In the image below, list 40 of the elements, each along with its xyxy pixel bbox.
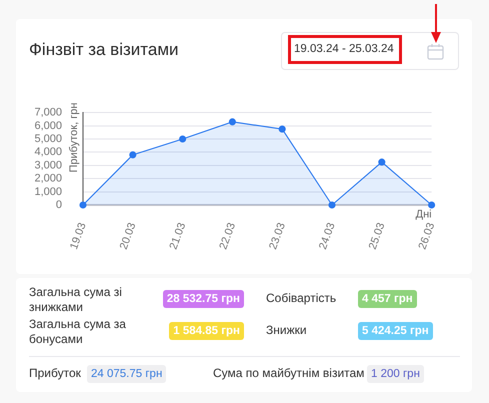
y-tick-label: 0 <box>56 199 62 212</box>
y-tick-label: 3,000 <box>34 159 62 172</box>
x-tick-label: 22.03 <box>217 221 238 252</box>
x-tick-label: 24.03 <box>316 221 338 252</box>
point <box>129 151 136 158</box>
point <box>79 201 87 209</box>
point <box>278 126 286 133</box>
point <box>378 158 386 166</box>
x-tick-label: 20.03 <box>118 221 138 252</box>
text: Загальна сума за бонусами <box>29 317 126 346</box>
text: Загальна сума зі знижками <box>29 285 122 314</box>
chart-title: Фінзвіт за візитами <box>29 40 179 59</box>
y-tick-label: 6,000 <box>34 120 62 132</box>
value-badge: 5 424.25 грн <box>358 322 433 340</box>
text: Знижки <box>266 323 307 337</box>
x-tick-label: 19.03 <box>68 221 89 252</box>
y-tick-label: 5,000 <box>34 133 62 146</box>
point <box>228 118 236 126</box>
x-tick-label: 21.03 <box>168 221 188 252</box>
x-axis-title: Дні <box>416 208 432 221</box>
x-tick-label: 25.03 <box>366 221 388 252</box>
value-badge: 24 075.75 грн <box>87 365 166 383</box>
point <box>328 201 336 209</box>
point <box>428 201 436 209</box>
value-badge: 28 532.75 грн <box>162 290 244 308</box>
text: Прибуток <box>29 366 81 380</box>
y-tick-label: 4,000 <box>34 146 62 158</box>
date-range-field: 19.03.24 - 25.03.24 <box>281 32 459 70</box>
y-tick-label: 1,000 <box>34 186 62 198</box>
value-badge: 1 584.85 грн <box>169 322 244 340</box>
x-tick-label: 23.03 <box>267 221 288 252</box>
y-axis-title: Прибуток, грн <box>68 102 80 172</box>
x-tick-label: 26.03 <box>416 221 438 252</box>
text: Сума по майбутнім візитам <box>213 366 364 380</box>
text: Собівартість <box>266 291 336 305</box>
y-tick-label: 7,000 <box>34 106 62 119</box>
y-tick-label: 2,000 <box>34 172 62 185</box>
value-badge: 1 200 грн <box>367 365 424 383</box>
point <box>179 135 186 143</box>
value-badge: 4 457 грн <box>358 290 417 308</box>
